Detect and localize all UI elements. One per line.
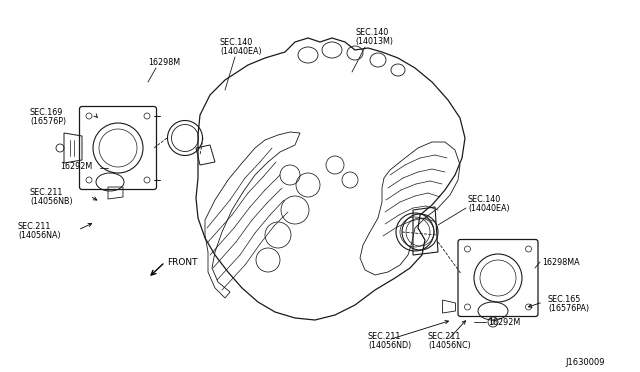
Text: SEC.140: SEC.140 <box>220 38 253 47</box>
Text: J1630009: J1630009 <box>565 358 605 367</box>
Text: (14056NB): (14056NB) <box>30 197 72 206</box>
Text: SEC.140: SEC.140 <box>355 28 388 37</box>
Text: (14040EA): (14040EA) <box>468 204 509 213</box>
Text: SEC.140: SEC.140 <box>468 195 501 204</box>
Text: (14056NA): (14056NA) <box>18 231 61 240</box>
Text: 16292M: 16292M <box>488 318 520 327</box>
Text: SEC.169: SEC.169 <box>30 108 63 117</box>
Text: FRONT: FRONT <box>167 258 198 267</box>
Text: SEC.211: SEC.211 <box>30 188 63 197</box>
Text: (14040EA): (14040EA) <box>220 47 262 56</box>
Text: (14013M): (14013M) <box>355 37 393 46</box>
Text: 16292M: 16292M <box>60 162 92 171</box>
Text: SEC.211: SEC.211 <box>368 332 401 341</box>
Text: SEC.211: SEC.211 <box>18 222 51 231</box>
Text: SEC.211: SEC.211 <box>428 332 461 341</box>
Text: 16298M: 16298M <box>148 58 180 67</box>
Text: (14056ND): (14056ND) <box>368 341 412 350</box>
Text: (16576PA): (16576PA) <box>548 304 589 313</box>
Text: (14056NC): (14056NC) <box>428 341 471 350</box>
Text: SEC.165: SEC.165 <box>548 295 581 304</box>
Text: 16298MA: 16298MA <box>542 258 580 267</box>
Text: (16576P): (16576P) <box>30 117 66 126</box>
